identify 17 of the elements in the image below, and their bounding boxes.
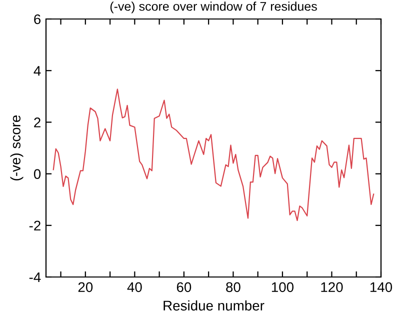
y-axis-title: (-ve) score: [10, 115, 24, 180]
x-axis-title: Residue number: [164, 300, 264, 311]
x-tick-label: 60: [176, 282, 192, 292]
y-tick-label: 2: [34, 118, 40, 128]
x-tick-label: 80: [226, 282, 240, 292]
x-tick-label: 120: [321, 282, 343, 292]
x-tick-label: 20: [78, 282, 93, 292]
y-tick-label: -2: [29, 220, 40, 230]
y-tick-label: -4: [29, 272, 41, 282]
y-tick-label: 6: [34, 14, 41, 24]
y-tick-label: 0: [34, 169, 41, 179]
line-series: [52, 88, 374, 222]
chart-title: (-ve) score over window of 7 residues: [110, 2, 317, 14]
x-tick-label: 40: [127, 282, 142, 292]
x-tick-label: 140: [370, 282, 392, 292]
x-tick-label: 100: [272, 282, 294, 292]
y-tick-label: 4: [34, 66, 41, 76]
